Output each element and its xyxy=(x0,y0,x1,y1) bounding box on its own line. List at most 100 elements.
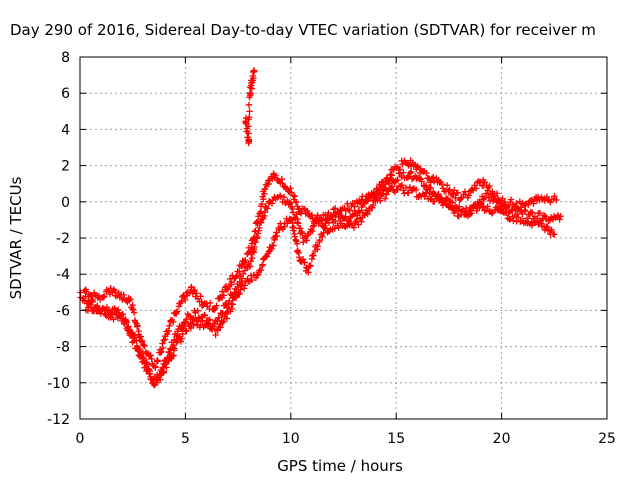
data-point xyxy=(291,193,298,200)
x-tick-label: 25 xyxy=(598,431,616,447)
data-point xyxy=(201,312,209,319)
data-point xyxy=(450,190,457,198)
data-point xyxy=(460,211,468,218)
data-point xyxy=(194,307,201,314)
data-point xyxy=(257,266,265,274)
axis-ticks: 0 5 10 15 20 25 -12 -10 -8 -6 -4 -2 0 2 4 6 8 xyxy=(47,50,616,447)
data-point xyxy=(550,213,558,220)
data-point xyxy=(130,309,138,316)
data-point xyxy=(228,279,235,286)
data-point xyxy=(246,262,254,270)
data-point xyxy=(319,233,326,240)
data-point xyxy=(201,311,208,319)
data-point xyxy=(251,243,258,251)
data-point xyxy=(553,196,560,204)
data-point xyxy=(214,327,221,334)
data-point xyxy=(404,174,411,181)
data-point xyxy=(527,208,534,216)
data-point xyxy=(515,214,522,221)
data-point xyxy=(295,220,302,227)
data-point xyxy=(191,286,198,294)
data-point xyxy=(256,224,263,232)
data-point xyxy=(327,212,335,219)
data-point xyxy=(381,195,389,202)
y-tick-label: 4 xyxy=(61,122,70,138)
data-point xyxy=(294,215,301,223)
data-point xyxy=(160,337,167,344)
chart-title: Day 290 of 2016, Sidereal Day-to-day VTE… xyxy=(10,21,596,39)
data-point xyxy=(140,341,147,349)
data-point xyxy=(513,210,521,218)
data-point xyxy=(423,169,430,177)
data-point xyxy=(488,210,496,217)
data-point xyxy=(308,211,316,219)
data-point xyxy=(557,213,564,220)
data-point xyxy=(261,185,269,193)
data-point xyxy=(318,217,325,224)
data-point xyxy=(147,352,154,359)
data-point xyxy=(122,317,130,325)
data-point xyxy=(295,249,302,257)
data-point xyxy=(154,357,162,365)
data-point xyxy=(87,303,95,311)
data-point xyxy=(499,195,506,202)
data-point xyxy=(528,209,536,216)
data-point xyxy=(138,351,145,359)
data-points xyxy=(77,67,564,389)
data-point xyxy=(240,270,247,278)
data-point xyxy=(355,221,362,228)
data-point xyxy=(232,273,239,281)
data-point xyxy=(418,178,425,185)
data-point xyxy=(364,197,372,204)
data-point xyxy=(321,224,328,232)
x-tick-label: 10 xyxy=(282,431,300,447)
data-point xyxy=(223,315,231,322)
data-point xyxy=(248,240,256,247)
data-point xyxy=(310,252,317,259)
data-point xyxy=(171,345,178,352)
data-point xyxy=(212,331,219,339)
data-point xyxy=(187,324,195,332)
data-point xyxy=(220,318,227,325)
data-point xyxy=(217,324,224,331)
data-point xyxy=(140,357,148,365)
data-point xyxy=(380,190,387,197)
data-point xyxy=(402,184,410,192)
data-point xyxy=(287,200,294,207)
data-point xyxy=(484,203,491,210)
data-point xyxy=(288,216,295,224)
data-point xyxy=(438,181,446,188)
data-point xyxy=(286,199,293,206)
data-point xyxy=(133,323,141,330)
x-tick-label: 5 xyxy=(181,431,190,447)
data-point xyxy=(200,301,207,308)
data-point xyxy=(130,337,138,345)
data-point xyxy=(173,308,181,315)
data-point xyxy=(298,229,306,237)
data-point xyxy=(426,184,433,191)
data-point xyxy=(133,342,141,350)
data-point xyxy=(427,184,434,192)
data-point xyxy=(170,318,177,326)
data-point xyxy=(265,180,273,188)
data-point xyxy=(548,226,555,233)
data-point xyxy=(293,240,301,247)
data-point xyxy=(199,318,206,325)
data-point xyxy=(134,347,142,354)
data-point xyxy=(394,186,401,193)
data-point xyxy=(481,178,488,186)
y-tick-label: -12 xyxy=(47,412,70,428)
data-point xyxy=(238,275,246,282)
data-point xyxy=(293,198,300,206)
data-point xyxy=(117,312,125,319)
data-point xyxy=(427,179,434,186)
data-point xyxy=(293,211,300,218)
data-point xyxy=(309,227,316,235)
data-point xyxy=(246,108,253,115)
data-point xyxy=(472,185,480,192)
data-point xyxy=(220,292,227,299)
data-point xyxy=(183,328,190,335)
data-point xyxy=(249,236,257,243)
data-point xyxy=(186,289,194,296)
data-point xyxy=(551,231,558,238)
